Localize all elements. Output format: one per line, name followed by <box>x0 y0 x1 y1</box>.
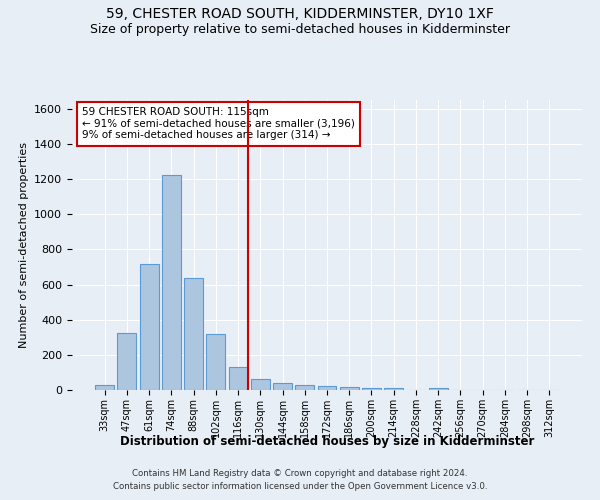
Bar <box>162 175 181 390</box>
Bar <box>362 388 381 390</box>
Bar <box>251 380 270 390</box>
Bar <box>340 387 359 390</box>
Bar <box>118 332 136 390</box>
Bar <box>273 384 292 390</box>
Bar <box>317 386 337 390</box>
Bar <box>140 264 158 390</box>
Text: Size of property relative to semi-detached houses in Kidderminster: Size of property relative to semi-detach… <box>90 22 510 36</box>
Text: 59 CHESTER ROAD SOUTH: 115sqm
← 91% of semi-detached houses are smaller (3,196)
: 59 CHESTER ROAD SOUTH: 115sqm ← 91% of s… <box>82 108 355 140</box>
Bar <box>295 384 314 390</box>
Text: Contains HM Land Registry data © Crown copyright and database right 2024.: Contains HM Land Registry data © Crown c… <box>132 468 468 477</box>
Bar <box>184 278 203 390</box>
Text: 59, CHESTER ROAD SOUTH, KIDDERMINSTER, DY10 1XF: 59, CHESTER ROAD SOUTH, KIDDERMINSTER, D… <box>106 8 494 22</box>
Text: Contains public sector information licensed under the Open Government Licence v3: Contains public sector information licen… <box>113 482 487 491</box>
Bar <box>429 388 448 390</box>
Bar <box>206 334 225 390</box>
Text: Distribution of semi-detached houses by size in Kidderminster: Distribution of semi-detached houses by … <box>120 435 534 448</box>
Y-axis label: Number of semi-detached properties: Number of semi-detached properties <box>19 142 29 348</box>
Bar <box>95 386 114 390</box>
Bar <box>229 367 248 390</box>
Bar <box>384 388 403 390</box>
